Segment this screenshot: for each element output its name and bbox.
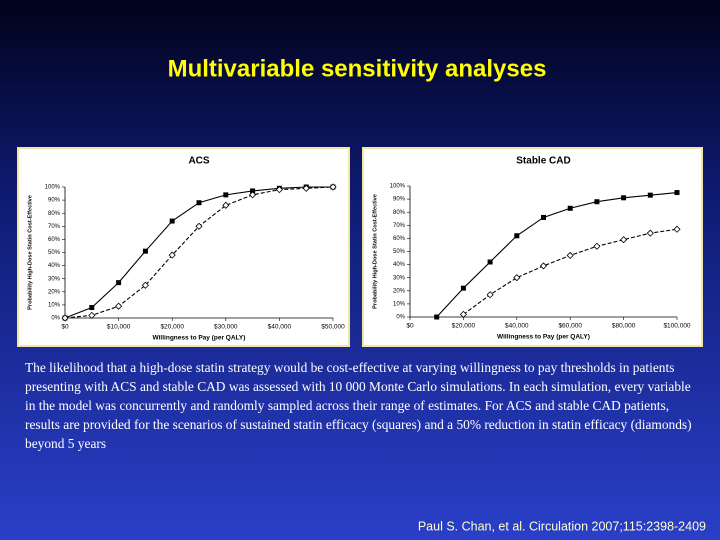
y-tick-label: 60% [48, 237, 61, 243]
y-tick-label: 60% [393, 236, 406, 242]
y-tick-label: 90% [48, 198, 61, 204]
square-marker [434, 314, 440, 320]
diamond-marker [88, 311, 96, 319]
y-tick-label: 70% [393, 223, 406, 229]
diamond-marker [168, 251, 176, 259]
x-axis-label: Willingness to Pay (per QALY) [497, 334, 590, 341]
citation: Paul S. Chan, et al. Circulation 2007;11… [418, 519, 706, 533]
y-tick-label: 20% [393, 288, 406, 294]
series-line [436, 192, 678, 318]
x-tick-label: $20,000 [452, 323, 476, 330]
y-tick-label: 80% [393, 210, 406, 216]
y-tick-label: 40% [48, 263, 61, 269]
x-tick-label: $40,000 [268, 324, 292, 331]
y-tick-label: 90% [393, 197, 406, 203]
x-axis-label: Willingness to Pay (per QALY) [153, 335, 246, 342]
square-marker [621, 195, 627, 201]
square-marker [487, 259, 493, 265]
x-tick-label: $80,000 [612, 323, 636, 330]
square-marker [594, 199, 600, 205]
y-tick-label: 10% [48, 302, 61, 308]
y-tick-label: 50% [393, 249, 406, 255]
x-tick-label: $40,000 [505, 323, 529, 330]
y-tick-label: 0% [396, 315, 405, 321]
square-marker [223, 192, 229, 198]
diamond-marker [275, 186, 283, 194]
y-tick-label: 10% [393, 301, 406, 307]
x-tick-label: $0 [61, 324, 69, 331]
x-tick-label: $60,000 [558, 323, 582, 330]
chart-title: Stable CAD [516, 156, 570, 167]
diamond-marker [329, 183, 337, 191]
y-axis-label: Probability High-Dose Statin Cost-Effect… [372, 194, 378, 309]
x-tick-label: $10,000 [107, 324, 131, 331]
x-tick-label: $50,000 [321, 324, 345, 331]
diamond-marker [593, 242, 601, 250]
x-tick-label: $0 [406, 323, 414, 330]
square-marker [514, 233, 520, 239]
square-marker [142, 248, 148, 254]
diamond-marker [459, 310, 467, 318]
square-marker [250, 188, 256, 194]
y-axis-label: Probability High-Dose Statin Cost-Effect… [27, 195, 33, 310]
chart-panel [17, 147, 350, 347]
diamond-marker [115, 302, 123, 310]
y-tick-label: 40% [393, 262, 406, 268]
y-tick-label: 80% [48, 211, 61, 217]
diamond-marker [195, 222, 203, 230]
square-marker [647, 192, 653, 198]
square-marker [567, 205, 573, 211]
square-marker [169, 218, 175, 224]
y-tick-label: 100% [45, 185, 61, 191]
square-marker [674, 190, 680, 196]
y-tick-label: 0% [51, 316, 60, 322]
diamond-marker [249, 191, 257, 199]
slide-title: Multivariable sensitivity analyses [168, 55, 547, 82]
square-marker [116, 280, 122, 286]
y-tick-label: 30% [48, 276, 61, 282]
caption: The likelihood that a high-dose statin s… [25, 360, 692, 451]
diamond-marker [539, 262, 548, 270]
chart-title: ACS [188, 156, 209, 167]
diamond-marker [673, 225, 681, 233]
x-tick-label: $100,000 [663, 323, 690, 330]
square-marker [196, 200, 202, 206]
diamond-marker [141, 281, 149, 289]
square-marker [541, 214, 546, 220]
diamond-marker [566, 251, 574, 259]
diamond-marker [302, 184, 310, 192]
chart-panel [362, 147, 703, 347]
diamond-marker [513, 274, 521, 282]
x-tick-label: $30,000 [214, 324, 238, 331]
y-tick-label: 70% [48, 224, 61, 230]
y-tick-label: 100% [390, 184, 406, 190]
diamond-marker [61, 314, 69, 322]
square-marker [89, 305, 95, 311]
diamond-marker [486, 291, 494, 299]
diamond-marker [222, 201, 230, 209]
square-marker [460, 285, 466, 291]
x-tick-label: $20,000 [160, 324, 184, 331]
diamond-marker [620, 236, 628, 244]
y-tick-label: 30% [393, 275, 406, 281]
y-tick-label: 50% [48, 250, 61, 256]
diamond-marker [646, 229, 654, 237]
y-tick-label: 20% [48, 289, 61, 295]
